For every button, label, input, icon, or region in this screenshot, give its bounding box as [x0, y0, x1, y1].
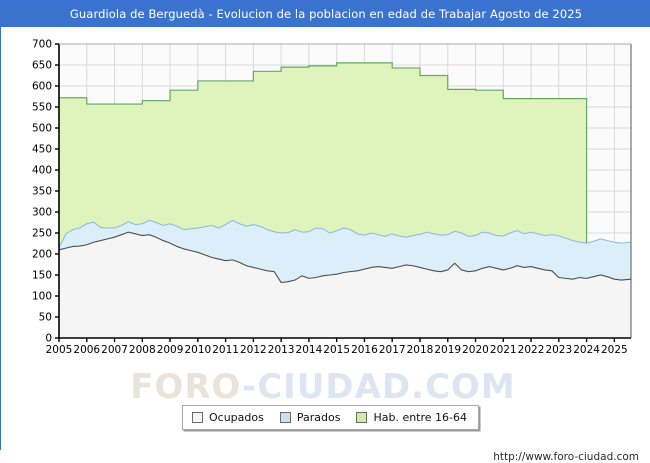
chart-axes [55, 43, 632, 342]
x-tick-2023: 2023 [545, 344, 572, 356]
chart-series-areas [58, 62, 632, 339]
x-tick-2009: 2009 [157, 344, 184, 356]
x-tick-2021: 2021 [490, 344, 517, 356]
x-tick-2010: 2010 [184, 344, 211, 356]
y-tick-700: 700 [32, 39, 52, 51]
y-tick-400: 400 [32, 165, 52, 177]
page-title: Guardiola de Berguedà - Evolucion de la … [69, 7, 583, 21]
y-tick-650: 650 [32, 60, 52, 72]
x-tick-2013: 2013 [268, 344, 295, 356]
y-tick-450: 450 [32, 144, 52, 156]
legend-swatch-parados [279, 412, 291, 423]
y-axis-tick-labels: 0 50 100 150 200 250 300 350 400 450 500 550 600 650 7… [32, 39, 52, 345]
x-tick-2005: 2005 [46, 344, 73, 356]
y-tick-100: 100 [32, 291, 52, 303]
legend-label-hab-16-64: Hab. entre 16-64 [373, 411, 468, 424]
y-tick-550: 550 [32, 102, 52, 114]
x-tick-2019: 2019 [434, 344, 461, 356]
x-tick-2007: 2007 [101, 344, 128, 356]
x-tick-2017: 2017 [379, 344, 406, 356]
y-tick-500: 500 [32, 123, 52, 135]
legend-label-ocupados: Ocupados [209, 411, 264, 424]
x-tick-2014: 2014 [296, 344, 323, 356]
y-tick-200: 200 [32, 249, 52, 261]
x-tick-2020: 2020 [462, 344, 489, 356]
x-tick-2022: 2022 [518, 344, 545, 356]
chart-legend: Ocupados Parados Hab. entre 16-64 [182, 405, 480, 430]
y-tick-250: 250 [32, 228, 52, 240]
x-tick-2015: 2015 [323, 344, 350, 356]
y-tick-600: 600 [32, 81, 52, 93]
x-tick-2012: 2012 [240, 344, 267, 356]
window-titlebar: Guardiola de Berguedà - Evolucion de la … [1, 1, 650, 27]
x-tick-2024: 2024 [573, 344, 600, 356]
x-tick-2025: 2025 [601, 344, 628, 356]
population-chart: 0 50 100 150 200 250 300 350 400 450 500 550 600 650 7… [32, 39, 632, 356]
legend-item-hab-16-64[interactable]: Hab. entre 16-64 [356, 411, 467, 424]
y-tick-50: 50 [39, 312, 52, 324]
legend-label-parados: Parados [296, 411, 341, 424]
x-tick-2018: 2018 [407, 344, 434, 356]
y-tick-150: 150 [32, 270, 52, 282]
y-tick-300: 300 [32, 207, 52, 219]
x-tick-2006: 2006 [73, 344, 100, 356]
chart-area: 0 50 100 150 200 250 300 350 400 450 500 550 600 650 7… [1, 27, 650, 463]
x-tick-2008: 2008 [129, 344, 156, 356]
x-axis-tick-labels: 2005 2006 2007 2008 2009 2010 2011 2012 2013 2014… [46, 344, 628, 356]
legend-swatch-ocupados [192, 412, 203, 423]
y-tick-350: 350 [32, 186, 52, 198]
x-tick-2011: 2011 [212, 344, 239, 356]
legend-swatch-hab-16-64 [356, 412, 368, 423]
x-tick-2016: 2016 [351, 344, 378, 356]
legend-item-ocupados[interactable]: Ocupados [192, 411, 264, 424]
legend-item-parados[interactable]: Parados [279, 411, 341, 424]
source-url[interactable]: http://www.foro-ciudad.com [493, 451, 639, 463]
y-tick-0: 0 [45, 333, 52, 345]
